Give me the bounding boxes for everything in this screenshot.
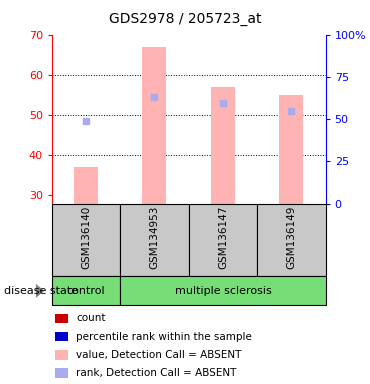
- Text: multiple sclerosis: multiple sclerosis: [175, 286, 271, 296]
- Text: GSM134953: GSM134953: [149, 206, 159, 270]
- Bar: [142, 46, 167, 204]
- Text: percentile rank within the sample: percentile rank within the sample: [77, 332, 252, 342]
- Bar: [54, 350, 68, 360]
- Bar: [54, 368, 68, 378]
- Text: rank, Detection Call = ABSENT: rank, Detection Call = ABSENT: [77, 368, 237, 378]
- Bar: [52, 204, 120, 276]
- Text: value, Detection Call = ABSENT: value, Detection Call = ABSENT: [77, 350, 242, 360]
- Bar: [52, 276, 120, 305]
- Bar: [189, 204, 257, 276]
- Bar: [120, 276, 326, 305]
- Text: count: count: [77, 313, 106, 323]
- Text: GSM136140: GSM136140: [81, 206, 91, 270]
- Bar: [54, 332, 68, 341]
- Bar: [257, 204, 326, 276]
- Text: disease state: disease state: [4, 286, 78, 296]
- Text: control: control: [67, 286, 105, 296]
- Bar: [54, 314, 68, 323]
- Bar: [211, 87, 235, 204]
- Bar: [279, 95, 303, 204]
- Bar: [120, 204, 189, 276]
- Text: GDS2978 / 205723_at: GDS2978 / 205723_at: [109, 12, 261, 25]
- Bar: [74, 167, 98, 204]
- Text: GSM136149: GSM136149: [286, 206, 296, 270]
- Text: GSM136147: GSM136147: [218, 206, 228, 270]
